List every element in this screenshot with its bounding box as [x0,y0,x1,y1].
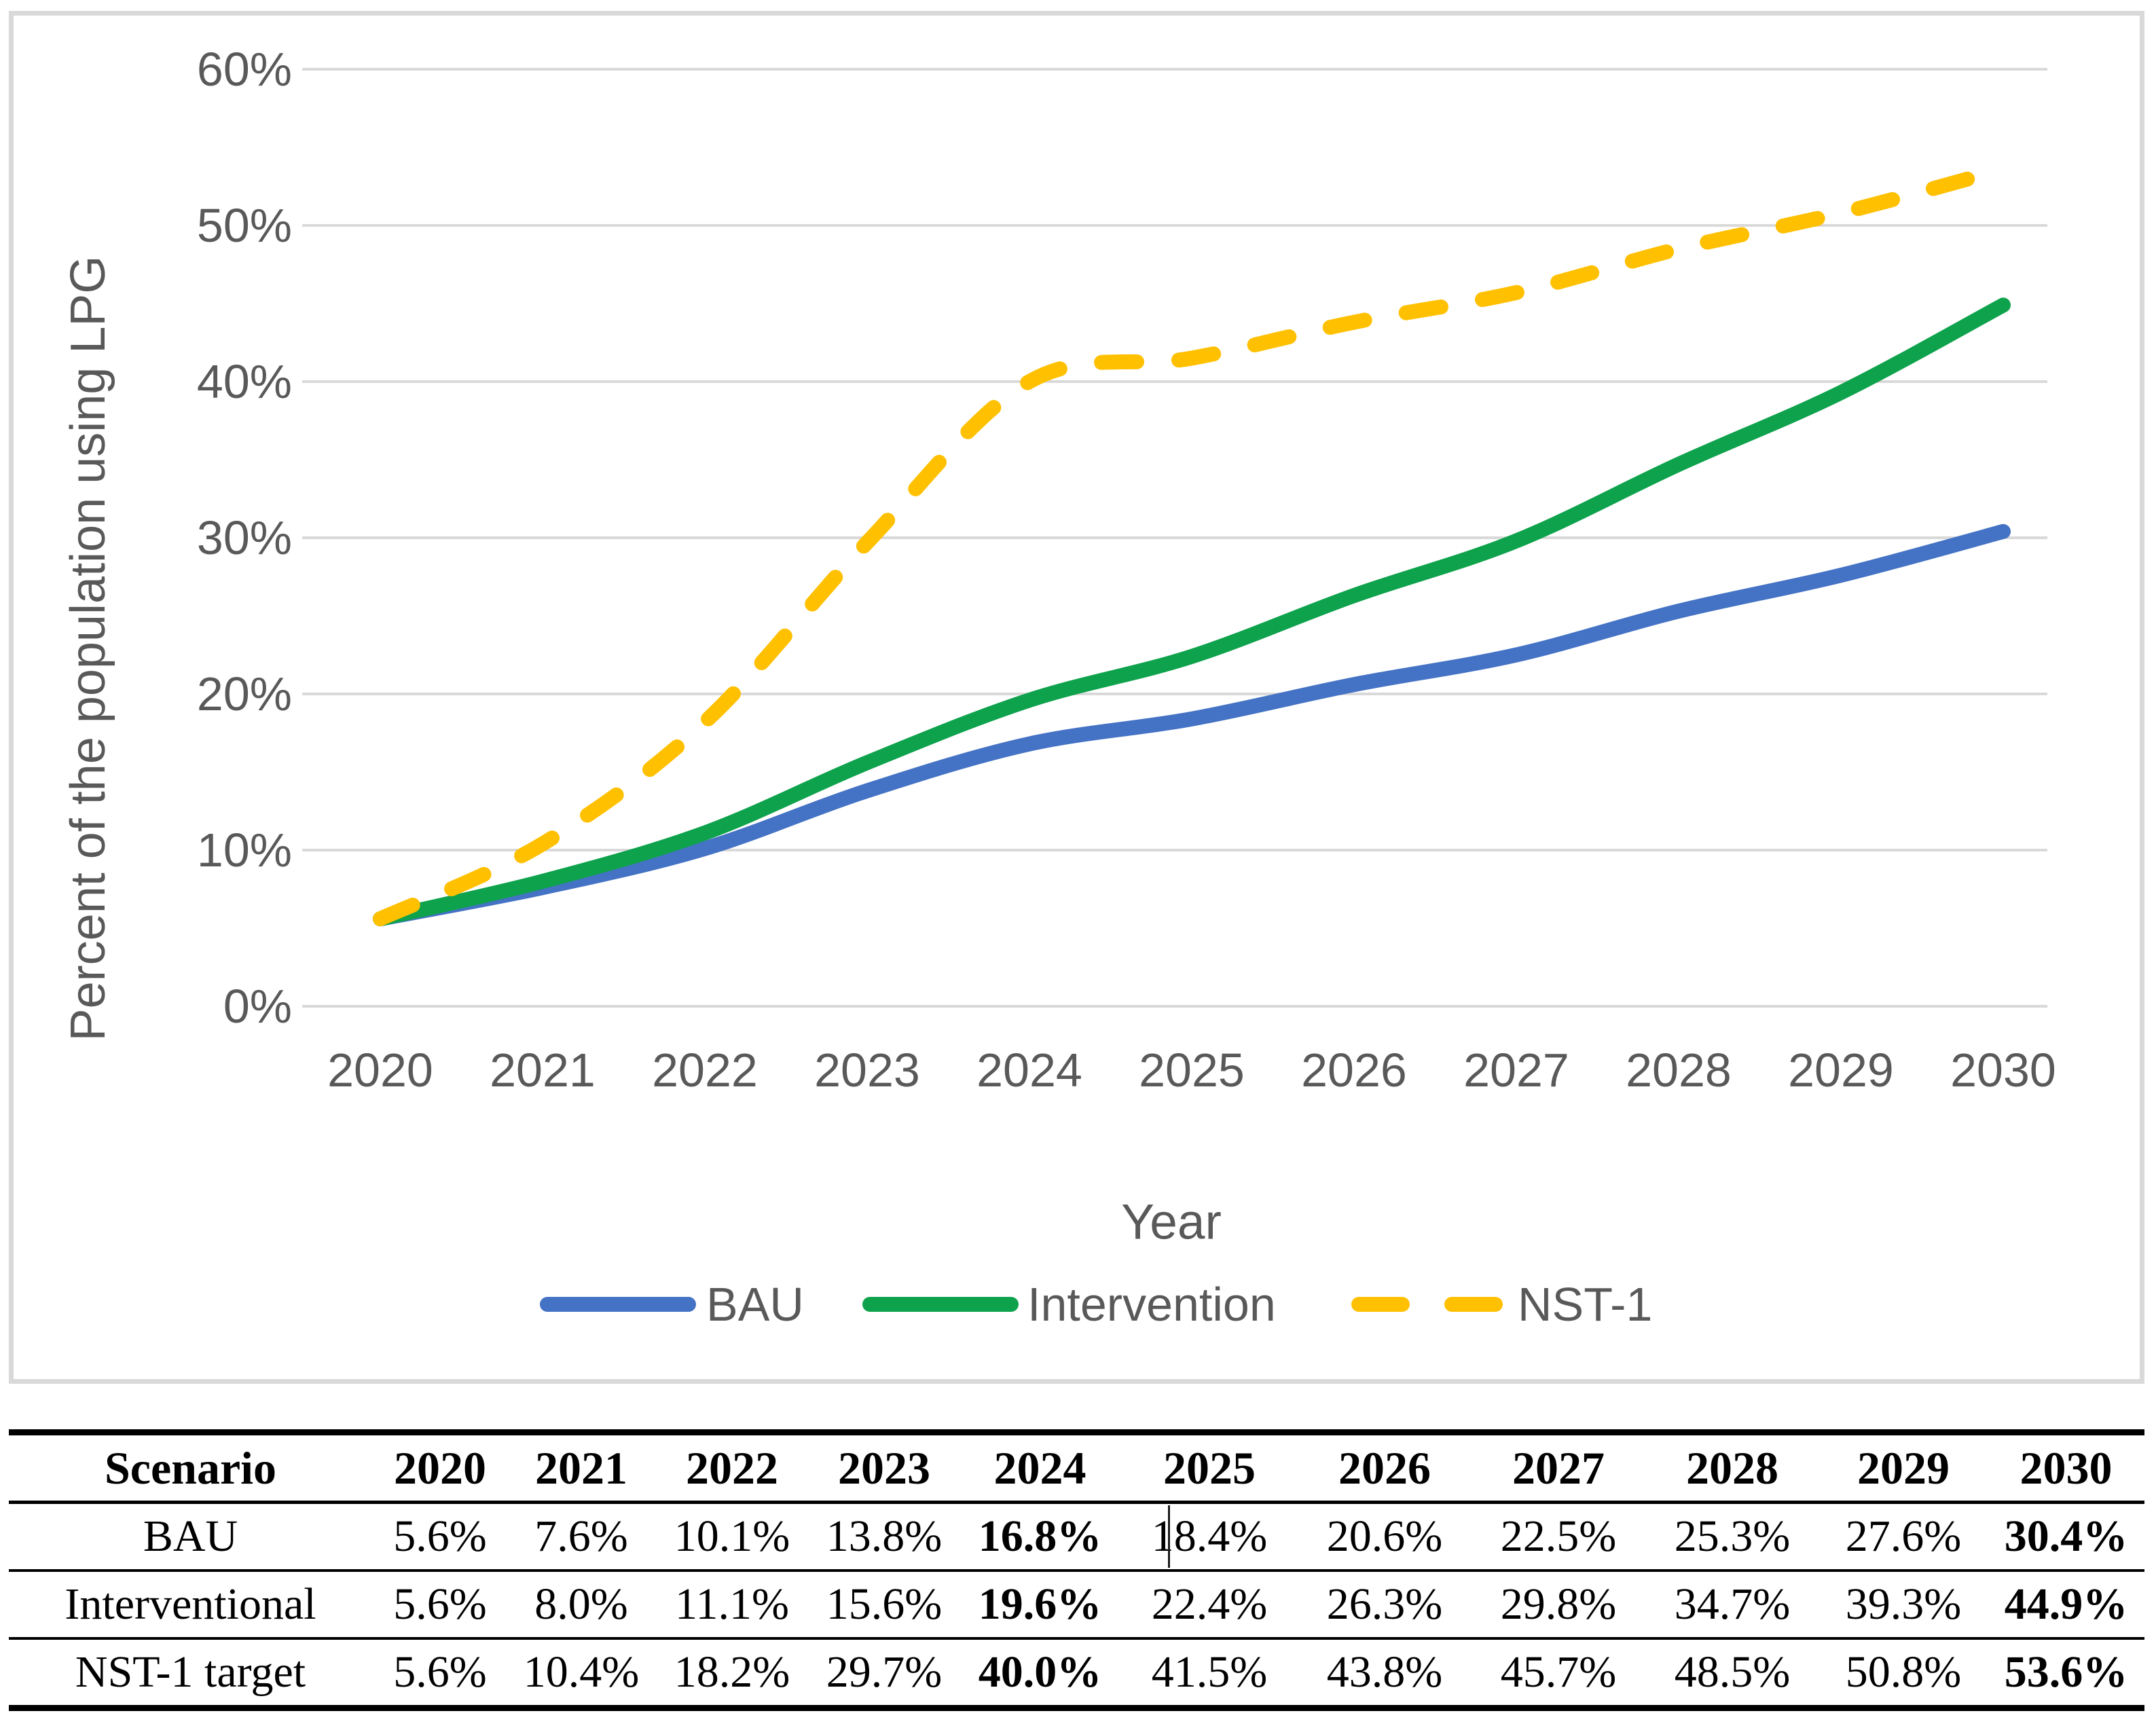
column-header: 2029 [1857,1442,1950,1494]
x-tick-label: 2020 [327,1044,433,1097]
chart-figure [9,11,2144,1384]
x-tick-label: 2030 [1950,1044,2056,1097]
table-cell: 30.4% [2004,1511,2128,1561]
table-cell: 43.8% [1326,1647,1443,1697]
column-header: 2021 [535,1442,627,1494]
table-cell: 40.0% [978,1647,1102,1697]
legend-swatch-bau [540,1297,696,1312]
table-cell: 5.6% [393,1579,487,1629]
table-cell: 29.7% [826,1647,943,1697]
row-label: NST-1 target [75,1647,306,1697]
table-cell: 45.7% [1500,1647,1617,1697]
column-header: 2027 [1512,1442,1605,1494]
column-header: 2028 [1686,1442,1778,1494]
table-cell: 44.9% [2004,1579,2128,1629]
table-cell: 18.2% [674,1647,790,1697]
table-cell: 8.0% [534,1579,628,1629]
x-tick-label: 2021 [490,1044,596,1097]
row-label: Interventional [65,1579,316,1629]
table-cell: 48.5% [1674,1647,1791,1697]
legend-dash-nst1-a [1351,1297,1410,1312]
legend-swatch-intervention [862,1297,1019,1312]
table-cell: 41.5% [1151,1647,1268,1697]
x-tick-label: 2024 [976,1044,1082,1097]
table-cell: 39.3% [1845,1579,1962,1629]
series-lines [373,162,2011,927]
table-cell: 5.6% [393,1647,487,1697]
legend-label-intervention: Intervention [1027,1278,1276,1331]
chart-svg [302,68,2047,1008]
table-cell: 34.7% [1674,1579,1791,1629]
table-cell: 25.3% [1674,1511,1791,1561]
y-axis-title: Percent of the population using LPG [61,255,115,1042]
table-cell: 13.8% [826,1511,943,1561]
x-tick-label: 2022 [652,1044,758,1097]
table-cell: 19.6% [978,1579,1102,1629]
y-tick-label: 40% [196,355,292,408]
table-cell: 27.6% [1845,1511,1962,1561]
y-tick-label: 30% [196,511,292,564]
table-cell: 10.1% [674,1511,790,1561]
table-cell: 22.4% [1151,1579,1268,1629]
table-row: Interventional 5.6% 8.0% 11.1% 15.6% 19.6% 22.… [9,1571,2144,1638]
table-cell: 7.6% [534,1511,628,1561]
table-cell: 22.5% [1500,1511,1617,1561]
column-header: 2030 [2020,1442,2113,1494]
scenario-table: Scenario 2020 2021 2022 2023 2024 2025 2026 2027… [9,1429,2144,1711]
x-tick-label: 2025 [1139,1044,1245,1097]
stray-cell-border [1168,1505,1170,1568]
x-axis-title: Year [1121,1194,1222,1250]
gridlines [302,68,2047,1008]
x-tick-label: 2029 [1788,1044,1894,1097]
column-header: 2024 [993,1442,1086,1494]
table-cell: 16.8% [978,1511,1102,1561]
table-cell: 10.4% [523,1647,640,1697]
table-cell: 20.6% [1326,1511,1443,1561]
series-line-bau [373,524,2011,927]
series-line-nst-1 [373,162,2011,927]
table-header-row: Scenario 2020 2021 2022 2023 2024 2025 2026 2027… [9,1433,2144,1503]
x-tick-label: 2023 [814,1044,920,1097]
x-tick-label: 2026 [1301,1044,1407,1097]
series-line-intervention [373,297,2011,927]
table-cell: 29.8% [1500,1579,1617,1629]
column-header: 2025 [1163,1442,1256,1494]
column-header: 2023 [838,1442,930,1494]
table-cell: 26.3% [1326,1579,1443,1629]
x-tick-label: 2028 [1626,1044,1732,1097]
table-row: BAU 5.6% 7.6% 10.1% 13.8% 16.8% 18.4% 20.6% 22.5… [9,1503,2144,1571]
table-cell: 50.8% [1845,1647,1962,1697]
table-cell: 11.1% [674,1579,790,1629]
column-header: Scenario [104,1442,277,1494]
table-cell: 18.4% [1151,1511,1268,1561]
y-tick-label: 10% [196,824,292,877]
y-tick-label: 50% [196,199,292,252]
table-cell: 15.6% [826,1579,943,1629]
y-tick-label: 20% [196,667,292,720]
table-cell: 5.6% [393,1511,487,1561]
y-tick-label: 60% [196,43,292,96]
column-header: 2026 [1338,1442,1431,1494]
legend-dash-nst1-b [1444,1297,1503,1312]
column-header: 2020 [394,1442,486,1494]
table-row: NST-1 target 5.6% 10.4% 18.2% 29.7% 40.0% 41.5… [9,1638,2144,1708]
y-tick-label: 0% [223,980,292,1033]
legend-label-bau: BAU [706,1278,804,1331]
x-tick-label: 2027 [1463,1044,1569,1097]
legend-label-nst1: NST-1 [1518,1278,1653,1331]
table-cell: 53.6% [2004,1647,2128,1697]
column-header: 2022 [686,1442,778,1494]
row-label: BAU [143,1511,238,1561]
